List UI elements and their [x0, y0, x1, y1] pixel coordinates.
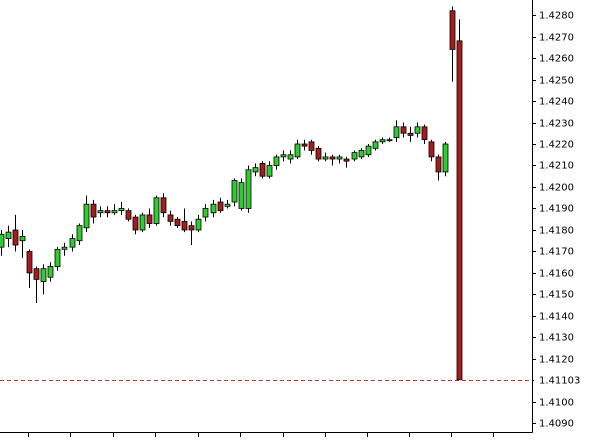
candle-body — [69, 238, 76, 248]
candle-body — [5, 231, 12, 239]
candle-body — [266, 165, 273, 177]
y-tick-label: 1.4240 — [539, 97, 574, 108]
y-tick-label: 1.4170 — [539, 247, 574, 258]
candle-body — [19, 236, 26, 242]
candle-body — [456, 40, 463, 381]
candle-body — [97, 210, 104, 214]
candle-body — [47, 266, 54, 278]
price-label-bg — [534, 373, 602, 388]
candle-body — [61, 246, 68, 250]
candle-body — [210, 203, 217, 214]
candle-body — [146, 214, 153, 224]
y-tick-label: 1.4100 — [539, 398, 574, 409]
y-tick-label: 1.4260 — [539, 54, 574, 65]
y-tick-label: 1.4270 — [539, 33, 574, 44]
y-tick-label: 1.4210 — [539, 161, 574, 172]
candle-body — [202, 208, 209, 218]
candle-body — [153, 197, 160, 224]
candle-body — [188, 225, 195, 231]
price-label: 1.41103 — [539, 376, 580, 387]
candle-body — [167, 214, 174, 222]
y-tick-label: 1.4200 — [539, 183, 574, 194]
y-tick-label: 1.4230 — [539, 119, 574, 130]
candle-body — [83, 203, 90, 229]
candle-body — [160, 197, 167, 214]
y-tick-label: 1.4280 — [539, 11, 574, 22]
candle-body — [245, 169, 252, 209]
candle-body — [90, 203, 97, 218]
candle-body — [301, 143, 308, 147]
candle-body — [231, 180, 238, 203]
y-tick-label: 1.4220 — [539, 140, 574, 151]
candle-body — [449, 10, 456, 50]
candle-body — [139, 214, 146, 231]
candle-body — [435, 156, 442, 173]
y-tick-label: 1.4160 — [539, 269, 574, 280]
candle-body — [294, 143, 301, 158]
y-tick-label: 1.4180 — [539, 226, 574, 237]
candle-body — [308, 141, 315, 151]
candle-body — [181, 220, 188, 231]
candle-body — [0, 233, 5, 248]
candle-body — [238, 182, 245, 209]
candle-body — [343, 158, 350, 162]
candle-body — [386, 139, 393, 142]
candle-body — [252, 167, 259, 173]
candle-body — [329, 156, 336, 160]
candle-body — [280, 154, 287, 158]
candle-body — [322, 156, 329, 160]
candle-body — [315, 147, 322, 160]
candle-body — [224, 203, 231, 207]
candle-body — [76, 225, 83, 242]
candle-body — [259, 162, 266, 177]
candle-body — [351, 152, 358, 160]
candle-body — [125, 210, 132, 220]
candle-body — [26, 251, 33, 274]
candle-body — [12, 229, 19, 246]
candle-body — [40, 268, 47, 282]
candle-body — [414, 126, 421, 134]
candle-body — [428, 141, 435, 158]
y-tick-label: 1.4150 — [539, 290, 574, 301]
candle-body — [33, 268, 40, 280]
y-tick-label: 1.4190 — [539, 204, 574, 215]
candle-body — [379, 139, 386, 143]
candle-body — [273, 156, 280, 166]
candle-body — [217, 201, 224, 212]
candle-body — [400, 126, 407, 134]
x-tick-marks — [28, 432, 494, 437]
candle-body — [118, 208, 125, 212]
candle-body — [358, 150, 365, 158]
candle-body — [287, 154, 294, 160]
y-tick-label: 1.4090 — [539, 419, 574, 430]
candle-body — [174, 218, 181, 227]
candle-body — [336, 156, 343, 160]
candle-body — [442, 143, 449, 173]
candle-body — [195, 218, 202, 231]
y-tick-label: 1.4250 — [539, 76, 574, 87]
candle-body — [407, 132, 414, 136]
candle-body — [132, 216, 139, 231]
y-tick-label: 1.4120 — [539, 355, 574, 366]
candle-body — [111, 210, 118, 214]
candle-body — [54, 248, 61, 267]
candle-body — [421, 126, 428, 141]
candle-body — [372, 141, 379, 149]
candle-body — [365, 145, 372, 156]
candle-body — [104, 210, 111, 214]
y-tick-label: 1.4140 — [539, 312, 574, 323]
y-tick-label: 1.4130 — [539, 333, 574, 344]
candle-body — [393, 126, 400, 138]
